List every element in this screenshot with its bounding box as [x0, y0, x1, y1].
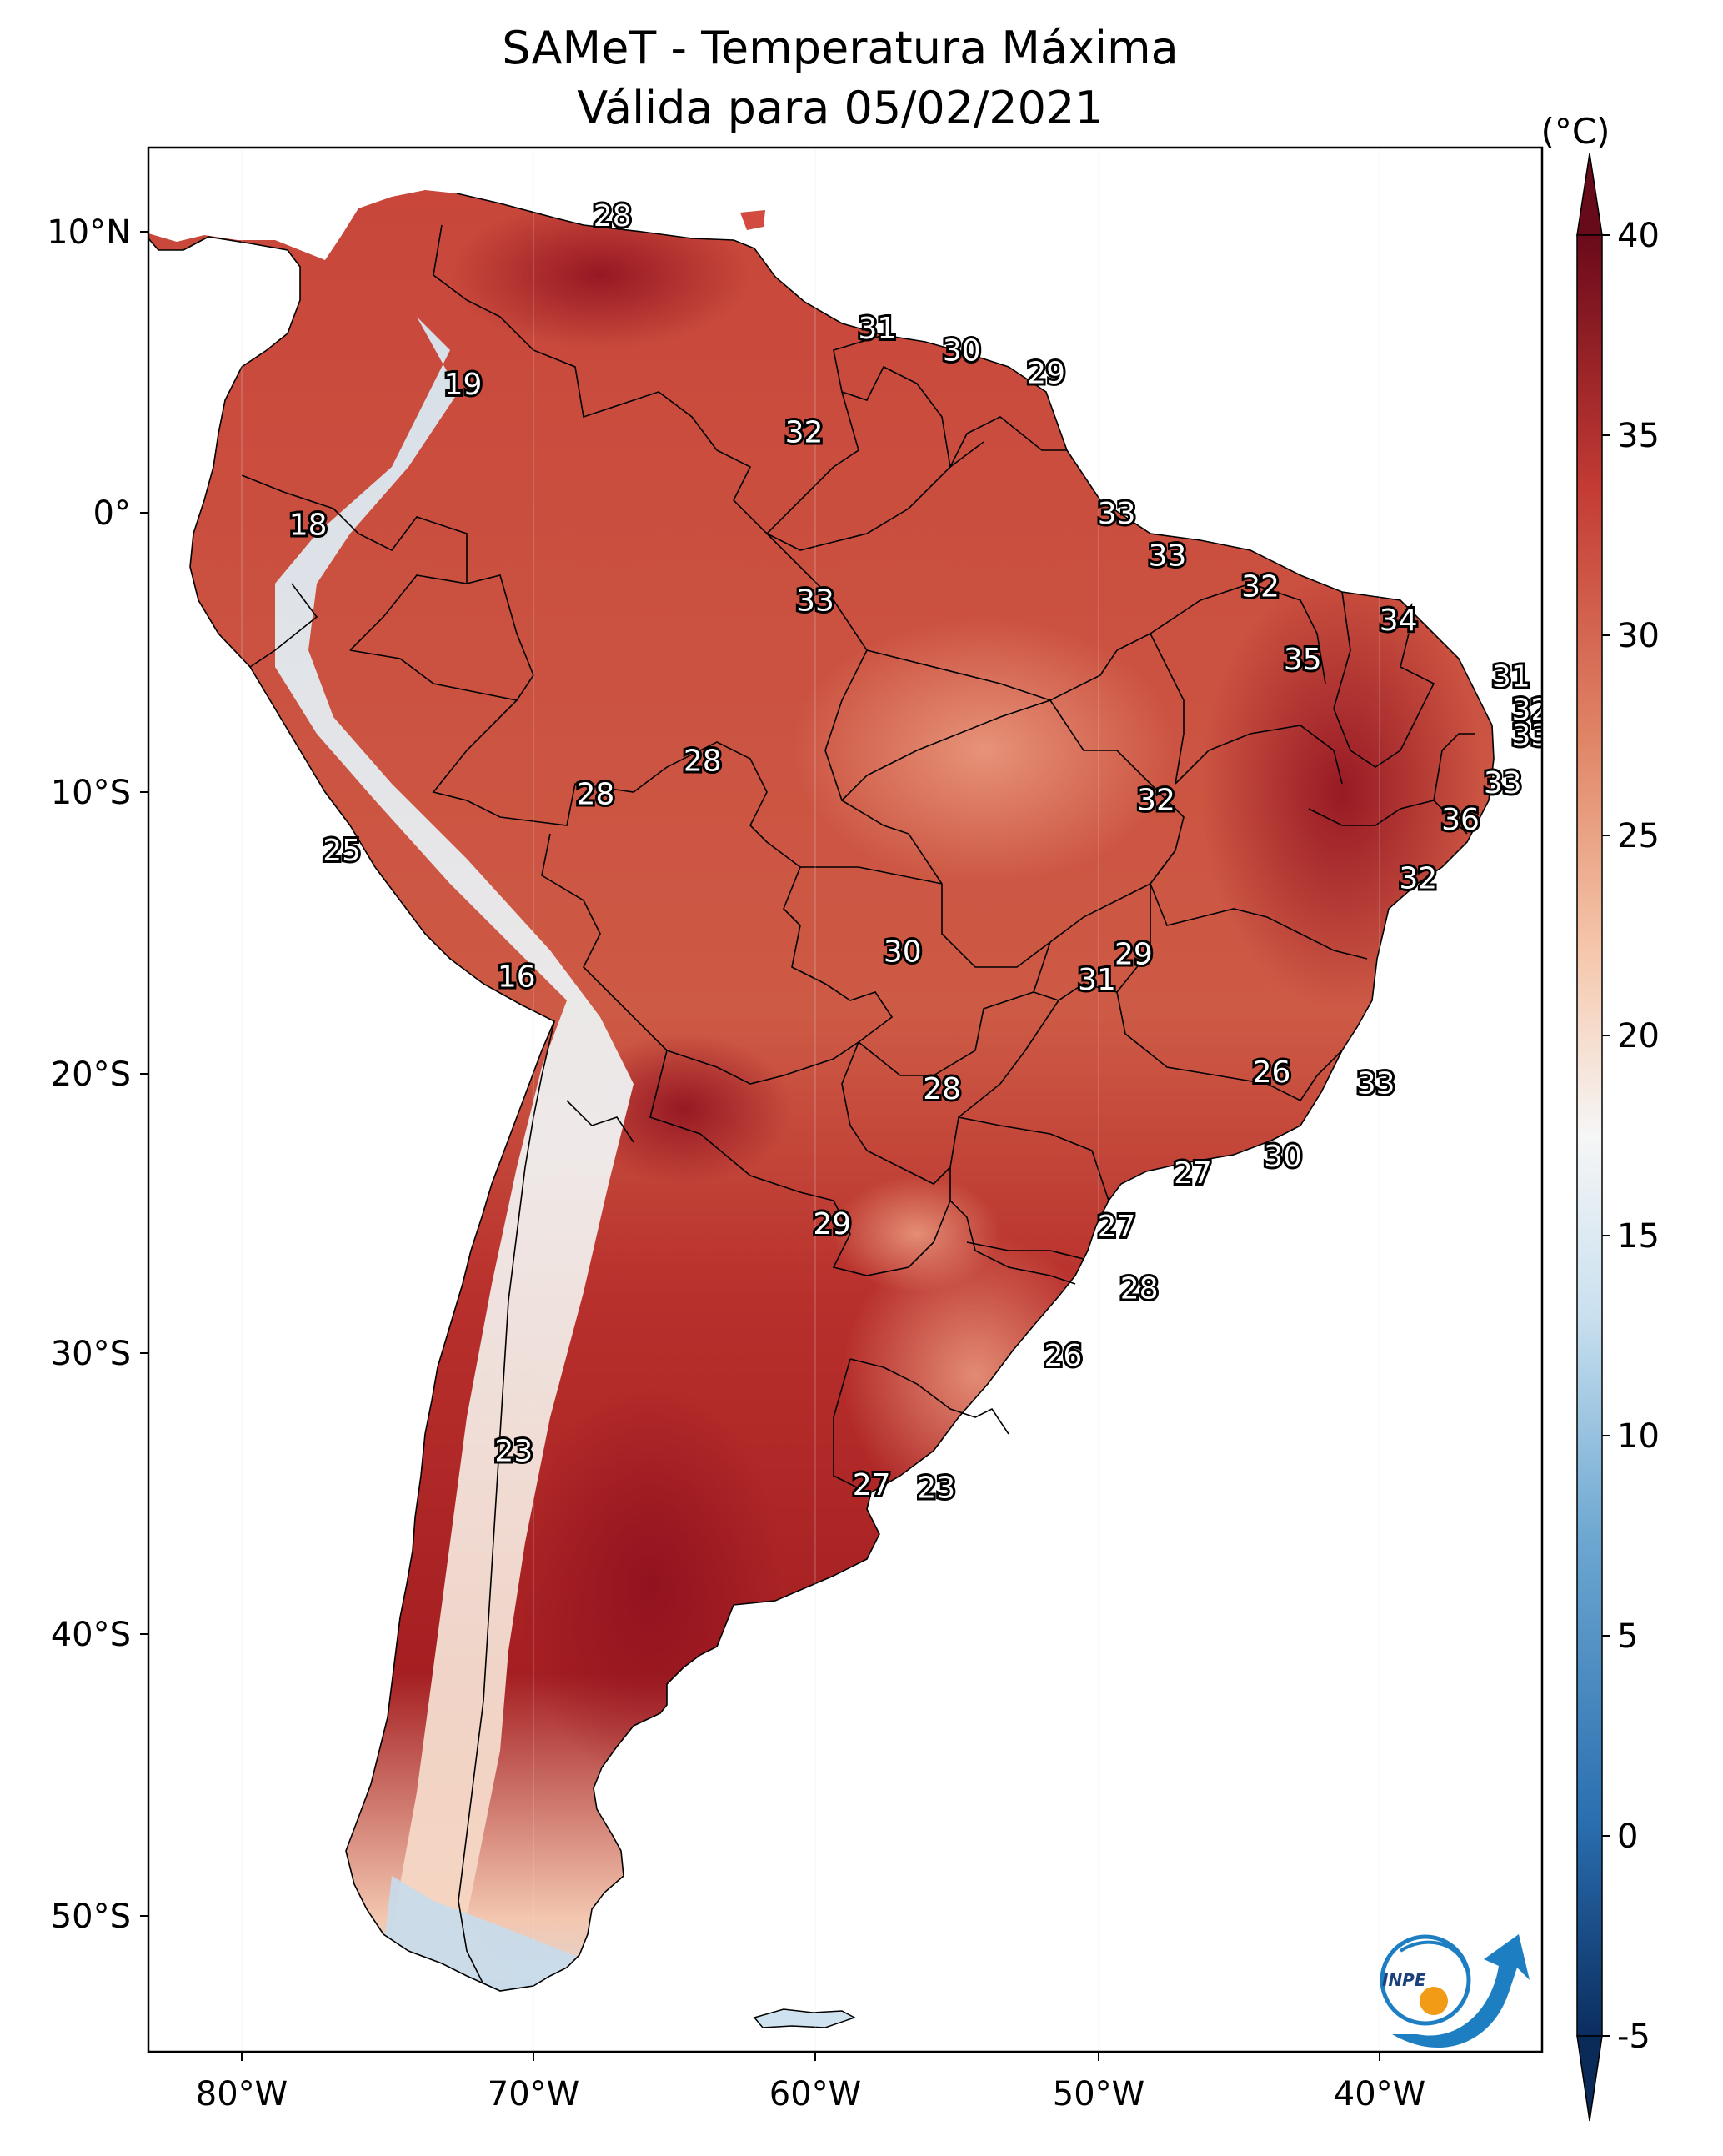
station-value-label: 33 — [1098, 497, 1136, 531]
station-value-label: 27 — [853, 1468, 891, 1502]
station-value-label: 36 — [1441, 803, 1480, 837]
country-borders — [148, 193, 1495, 1992]
station-value-label: 27 — [1174, 1156, 1212, 1191]
station-value-label: 25 — [323, 834, 361, 868]
station-value-label: 30 — [943, 334, 981, 369]
station-value-label: 29 — [813, 1207, 851, 1241]
title-line-2: Válida para 05/02/2021 — [577, 82, 1103, 134]
station-value-label: 32 — [1399, 862, 1437, 896]
colorbar-tick-label: 20 — [1617, 1017, 1660, 1055]
station-value-label: 27 — [1098, 1210, 1136, 1244]
station-value-label: 33 — [1484, 766, 1522, 800]
station-value-label: 28 — [923, 1072, 961, 1106]
y-axis: 10°N 0° 10°S 20°S 30°S 40°S 50°S — [47, 213, 148, 1936]
station-value-label: 35 — [1284, 643, 1322, 677]
logo-text: INPE — [1382, 1970, 1426, 1990]
y-tick-label: 20°S — [51, 1055, 131, 1094]
colorbar-tick-label: 10 — [1617, 1417, 1660, 1456]
station-value-label: 29 — [1027, 357, 1065, 391]
colorbar-tick-label: 40 — [1617, 217, 1660, 255]
station-value-label: 31 — [1078, 963, 1116, 997]
station-value-label: 32 — [1137, 783, 1175, 817]
y-tick-label: 10°N — [47, 213, 131, 252]
station-value-label: 33 — [1357, 1067, 1395, 1101]
station-value-label: 30 — [1264, 1140, 1302, 1174]
y-tick-label: 0° — [93, 494, 131, 533]
title-line-1: SAMeT - Temperatura Máxima — [502, 22, 1178, 74]
station-value-label: 31 — [858, 312, 896, 346]
colorbar-tick-label: 15 — [1617, 1217, 1660, 1256]
station-value-label: 26 — [1044, 1339, 1083, 1373]
station-value-label: 32 — [1512, 694, 1550, 728]
station-value-label: 32 — [1241, 570, 1280, 604]
trinidad — [740, 210, 765, 230]
station-value-label: 30 — [884, 935, 922, 969]
y-tick-label: 40°S — [51, 1616, 131, 1654]
station-value-label: 33 — [796, 584, 834, 618]
y-tick-label: 10°S — [51, 774, 131, 812]
colorbar-top-arrow — [1576, 153, 1603, 236]
colorbar-tick-label: -5 — [1617, 2018, 1650, 2056]
colorbar-tick-label: 5 — [1617, 1617, 1638, 1656]
x-tick-label: 50°W — [1053, 2075, 1144, 2113]
colorbar-tick-label: 35 — [1617, 417, 1660, 455]
colorbar-tick-label: 30 — [1617, 617, 1660, 655]
gridlines — [241, 148, 1380, 2052]
x-tick-label: 60°W — [769, 2075, 861, 2113]
colorbar: (°C) 40 35 30 25 20 15 10 5 0 -5 — [1540, 111, 1660, 2122]
station-value-label: 33 — [1149, 539, 1187, 574]
station-value-label: 26 — [1253, 1055, 1291, 1090]
colorbar-body — [1576, 234, 1603, 2037]
logo-sun — [1420, 1987, 1448, 2015]
station-value-label: 28 — [576, 778, 614, 812]
x-tick-label: 40°W — [1334, 2075, 1425, 2113]
station-value-label: 16 — [498, 960, 536, 995]
map-frame — [147, 146, 1544, 2053]
station-value-label: 29 — [1114, 938, 1153, 972]
colorbar-tick-label: 25 — [1617, 817, 1660, 855]
x-tick-label: 80°W — [196, 2075, 288, 2113]
colorbar-bottom-arrow — [1576, 2035, 1603, 2122]
colorbar-unit-label: (°C) — [1540, 111, 1610, 152]
inpe-logo: INPE — [1380, 1934, 1530, 2048]
station-value-label: 33 — [1512, 719, 1550, 753]
x-tick-label: 70°W — [488, 2075, 579, 2113]
y-tick-label: 50°S — [51, 1898, 131, 1936]
x-axis: 80°W 70°W 60°W 50°W 40°W — [196, 2052, 1425, 2113]
station-value-label: 32 — [785, 415, 824, 449]
station-value-label: 23 — [917, 1471, 955, 1505]
station-value-label: 28 — [684, 744, 722, 778]
station-value-label: 31 — [1492, 659, 1530, 694]
y-tick-label: 30°S — [51, 1335, 131, 1373]
logo-orbit — [1380, 1934, 1471, 2026]
station-value-label: 23 — [494, 1435, 533, 1469]
logo-swoosh — [1392, 1934, 1530, 2048]
station-value-label: 28 — [1120, 1271, 1159, 1306]
station-value-label: 18 — [289, 508, 328, 542]
falkland-islands — [753, 2008, 856, 2028]
station-value-label: 19 — [444, 368, 483, 402]
station-value-label: 28 — [594, 199, 632, 233]
station-value-label: 34 — [1380, 604, 1418, 638]
colorbar-tick-label: 0 — [1617, 1818, 1638, 1856]
